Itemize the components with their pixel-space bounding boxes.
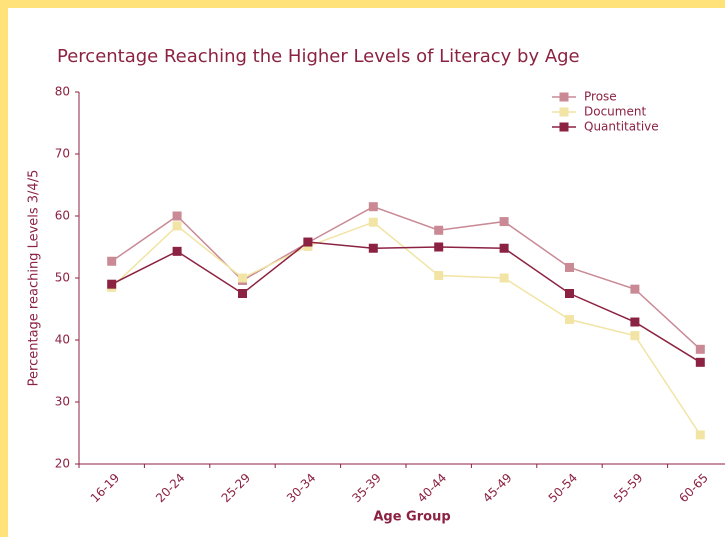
point [434,271,444,281]
point [565,262,574,272]
y-tick-label: 50 [55,271,70,285]
point [499,273,509,283]
point [368,217,378,227]
point [630,331,640,341]
legend-marker [559,122,569,132]
point [630,284,640,294]
series-line [111,241,701,363]
x-axis-label: Age Group [373,510,450,525]
point [107,279,117,289]
point [695,430,705,440]
point [238,273,247,283]
chart-title: Percentage Reaching the Higher Levels of… [57,46,580,67]
series-line [111,221,701,436]
y-tick-label: 30 [55,395,70,409]
legend-label: Prose [584,90,617,104]
legend-marker [559,107,569,117]
point [499,217,509,227]
point [630,317,640,327]
y-tick-label: 60 [55,209,70,223]
point [565,315,574,325]
legend-label: Quantitative [584,120,659,134]
point [172,221,182,231]
point [434,225,444,235]
point [172,211,182,221]
top-border [0,0,725,8]
series-line [111,205,701,350]
legend-label: Document [584,105,646,119]
point [107,256,117,266]
point [695,344,705,354]
point [565,289,574,298]
y-tick-label: 20 [55,457,70,471]
point [499,243,509,253]
legend-marker [559,92,569,102]
y-axis-label: Percentage reaching Levels 3/4/5 [27,170,42,387]
point [238,289,247,298]
point [434,242,444,252]
y-tick-label: 40 [55,333,70,347]
point [172,246,182,256]
point [368,202,378,212]
point [303,237,313,247]
y-tick-label: 70 [55,147,70,161]
left-border [0,0,8,537]
y-tick-label: 80 [55,85,70,99]
point [368,243,378,253]
point [695,357,705,367]
